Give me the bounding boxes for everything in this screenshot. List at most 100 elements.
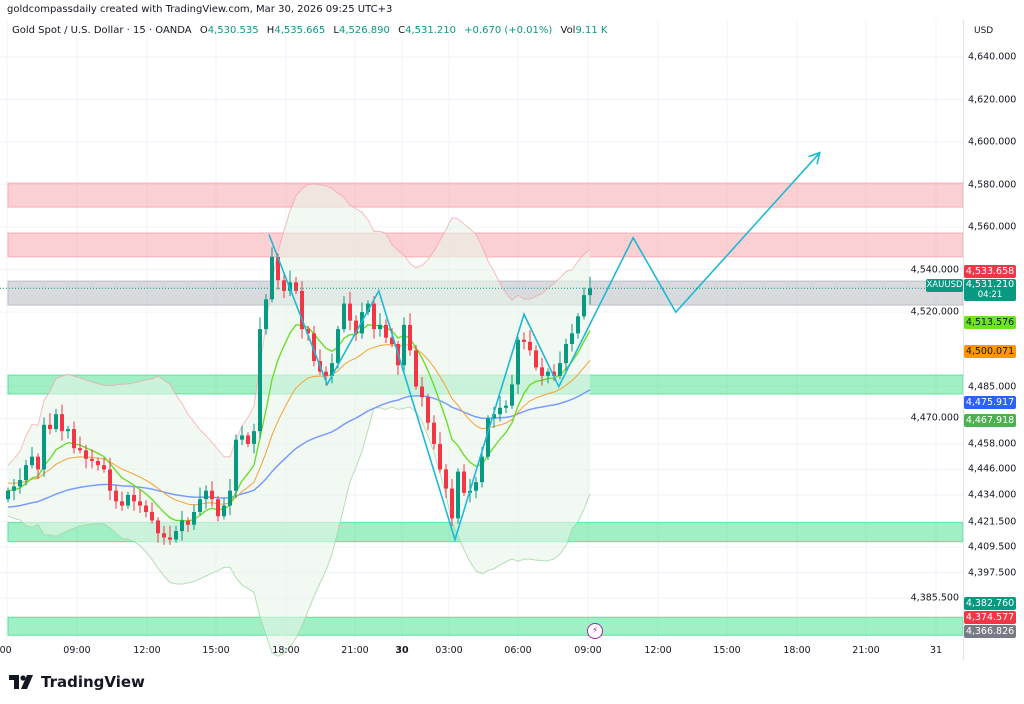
band-upper (7, 183, 591, 466)
candle-body (18, 480, 22, 487)
time-label: 09:00 (574, 645, 602, 656)
candle-body (186, 520, 190, 525)
price-badge-ma-long: 4,475.917 (964, 396, 1016, 409)
price-badge-high: 4,533.658 (964, 265, 1016, 278)
candle-body (456, 471, 460, 519)
candle-body (228, 490, 232, 506)
high-label: H (266, 25, 275, 36)
arrow-head-icon (808, 151, 821, 165)
candle-body (444, 469, 448, 489)
zone (7, 616, 963, 636)
candle-body (282, 280, 286, 291)
candle-body (276, 256, 280, 281)
price-tick: 4,409.500 (968, 541, 1017, 553)
ema-fast-line (7, 324, 591, 522)
time-label: 12:00 (644, 645, 672, 656)
candle-body (264, 299, 268, 330)
price-tick: 4,520.000 (908, 306, 961, 318)
price-tick: 4,485.000 (968, 381, 1017, 393)
currency-label[interactable]: USD (974, 26, 994, 36)
candle-body (564, 344, 568, 364)
candle-body (588, 288, 592, 296)
price-chart[interactable] (0, 0, 963, 660)
candle-body (30, 456, 34, 466)
candle-body (426, 397, 430, 423)
candle-body (516, 339, 520, 385)
candle-body (60, 414, 64, 432)
time-label: 12:00 (133, 645, 161, 656)
time-label: 15:00 (713, 645, 741, 656)
candle-body (90, 458, 94, 461)
candle-body (258, 329, 262, 432)
candle-body (24, 465, 28, 481)
candle-body (72, 429, 76, 449)
time-label-date: 31 (929, 645, 943, 656)
brand-name: TradingView (41, 673, 145, 691)
candle-body (216, 499, 220, 517)
candle-body (330, 363, 334, 376)
candle-body (408, 324, 412, 351)
zone (7, 182, 963, 208)
candle-body (120, 501, 124, 506)
price-tick: 4,385.500 (908, 592, 961, 604)
price-tick: 4,434.000 (968, 489, 1017, 501)
candle-body (210, 490, 214, 500)
price-badge-low-1: 4,382.760 (964, 597, 1016, 610)
candle-body (486, 418, 490, 457)
candle-body (450, 488, 454, 519)
time-label: 06:00 (0, 645, 12, 656)
candle-body (306, 329, 310, 334)
candle-body (180, 520, 184, 532)
last-price: 4,531.210 (965, 279, 1015, 290)
price-badge-ema-fast: 4,513.576 (964, 316, 1016, 329)
candle-body (366, 303, 370, 313)
candle-body (384, 324, 388, 338)
price-tick: 4,600.000 (968, 136, 1017, 148)
price-tick: 4,640.000 (968, 51, 1017, 63)
candle-body (138, 501, 142, 506)
candle-body (12, 486, 16, 491)
time-label: 15:00 (202, 645, 230, 656)
candle-body (162, 533, 166, 538)
candle-body (480, 456, 484, 483)
band-fill (8, 184, 590, 657)
symbol-description[interactable]: Gold Spot / U.S. Dollar · 15 · OANDA (12, 25, 192, 36)
candle-body (552, 371, 556, 376)
price-axis-border (963, 20, 964, 660)
price-tick: 4,446.000 (968, 463, 1017, 475)
candle-body (540, 367, 544, 376)
price-badge-low-2: 4,374.577 (964, 611, 1016, 624)
candle-body (354, 320, 358, 334)
candle-body (234, 439, 238, 491)
candle-body (42, 424, 46, 470)
ema-slow-line (7, 344, 591, 506)
candle-body (156, 520, 160, 534)
candle-body (510, 384, 514, 406)
candle-body (240, 435, 244, 440)
tradingview-logo[interactable]: TradingView (9, 673, 145, 691)
candle-body (576, 316, 580, 334)
ohlc-legend: Gold Spot / U.S. Dollar · 15 · OANDA O4,… (12, 25, 612, 36)
bollinger-bands (7, 183, 591, 657)
projection-line (268, 152, 821, 543)
candle-body (570, 333, 574, 345)
time-label: 21:00 (341, 645, 369, 656)
projection-path[interactable] (268, 151, 821, 543)
event-flash-icon[interactable]: ⚡ (587, 623, 603, 639)
band-lower (7, 406, 591, 657)
low-label: L (333, 25, 339, 36)
candle-body (294, 282, 298, 291)
candle-body (192, 511, 196, 525)
close-value: 4,531.210 (405, 25, 456, 36)
candle-body (402, 324, 406, 366)
price-badge-low-3: 4,366.826 (964, 625, 1016, 638)
chart-credit: goldcompassdaily created with TradingVie… (7, 4, 393, 15)
candle-body (462, 471, 466, 493)
candle-body (420, 386, 424, 398)
open-value: 4,530.535 (207, 25, 259, 36)
price-badge-last: 4,531.210 04:21 (964, 279, 1016, 301)
open-label: O (199, 25, 208, 36)
candle-body (48, 424, 52, 430)
candle-body (498, 407, 502, 415)
bar-countdown: 04:21 (977, 290, 1003, 300)
